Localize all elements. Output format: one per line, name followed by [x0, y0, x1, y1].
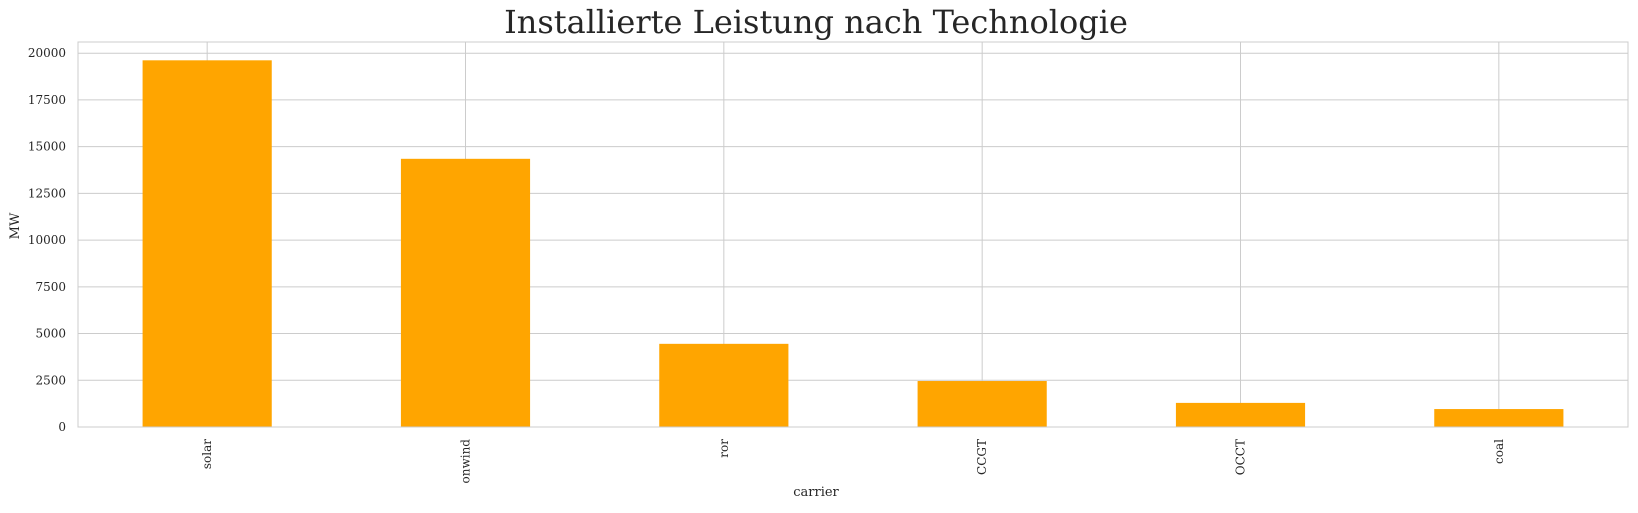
x-axis-label: carrier — [793, 485, 839, 500]
bar-onwind — [400, 158, 531, 427]
grid-lines — [78, 42, 1628, 428]
bars — [142, 60, 1564, 428]
y-tick-label: 15000 — [28, 140, 66, 154]
y-axis-ticks: 0 2500 5000 7500 10000 12500 15000 17500 20000 — [28, 46, 66, 434]
y-tick-label: 2500 — [35, 373, 66, 387]
x-tick-label: coal — [1492, 439, 1506, 464]
y-tick-label: 7500 — [35, 280, 66, 294]
bar-OCCT — [1175, 402, 1306, 427]
y-tick-label: 10000 — [28, 233, 66, 247]
y-tick-label: 5000 — [35, 327, 66, 341]
x-tick-label: solar — [200, 439, 214, 469]
y-axis-label: MW — [8, 212, 23, 239]
plot-frame — [77, 41, 1629, 428]
y-tick-label: 20000 — [28, 46, 66, 60]
y-tick-label: 0 — [58, 420, 66, 434]
x-tick-label: CCGT — [975, 439, 989, 475]
bar-coal — [1434, 409, 1564, 427]
x-tick-label: OCCT — [1234, 439, 1248, 475]
x-tick-label: onwind — [459, 439, 473, 484]
y-tick-label: 17500 — [28, 93, 66, 107]
x-tick-label: ror — [717, 439, 731, 458]
chart-title: Installierte Leistung nach Technologie — [504, 3, 1128, 41]
bar-ror — [659, 343, 789, 427]
bar-solar — [142, 60, 272, 428]
y-tick-label: 12500 — [28, 186, 66, 200]
bar-CCGT — [917, 381, 1047, 427]
x-axis-ticks: solar onwind ror CCGT OCCT coal — [200, 439, 1506, 484]
